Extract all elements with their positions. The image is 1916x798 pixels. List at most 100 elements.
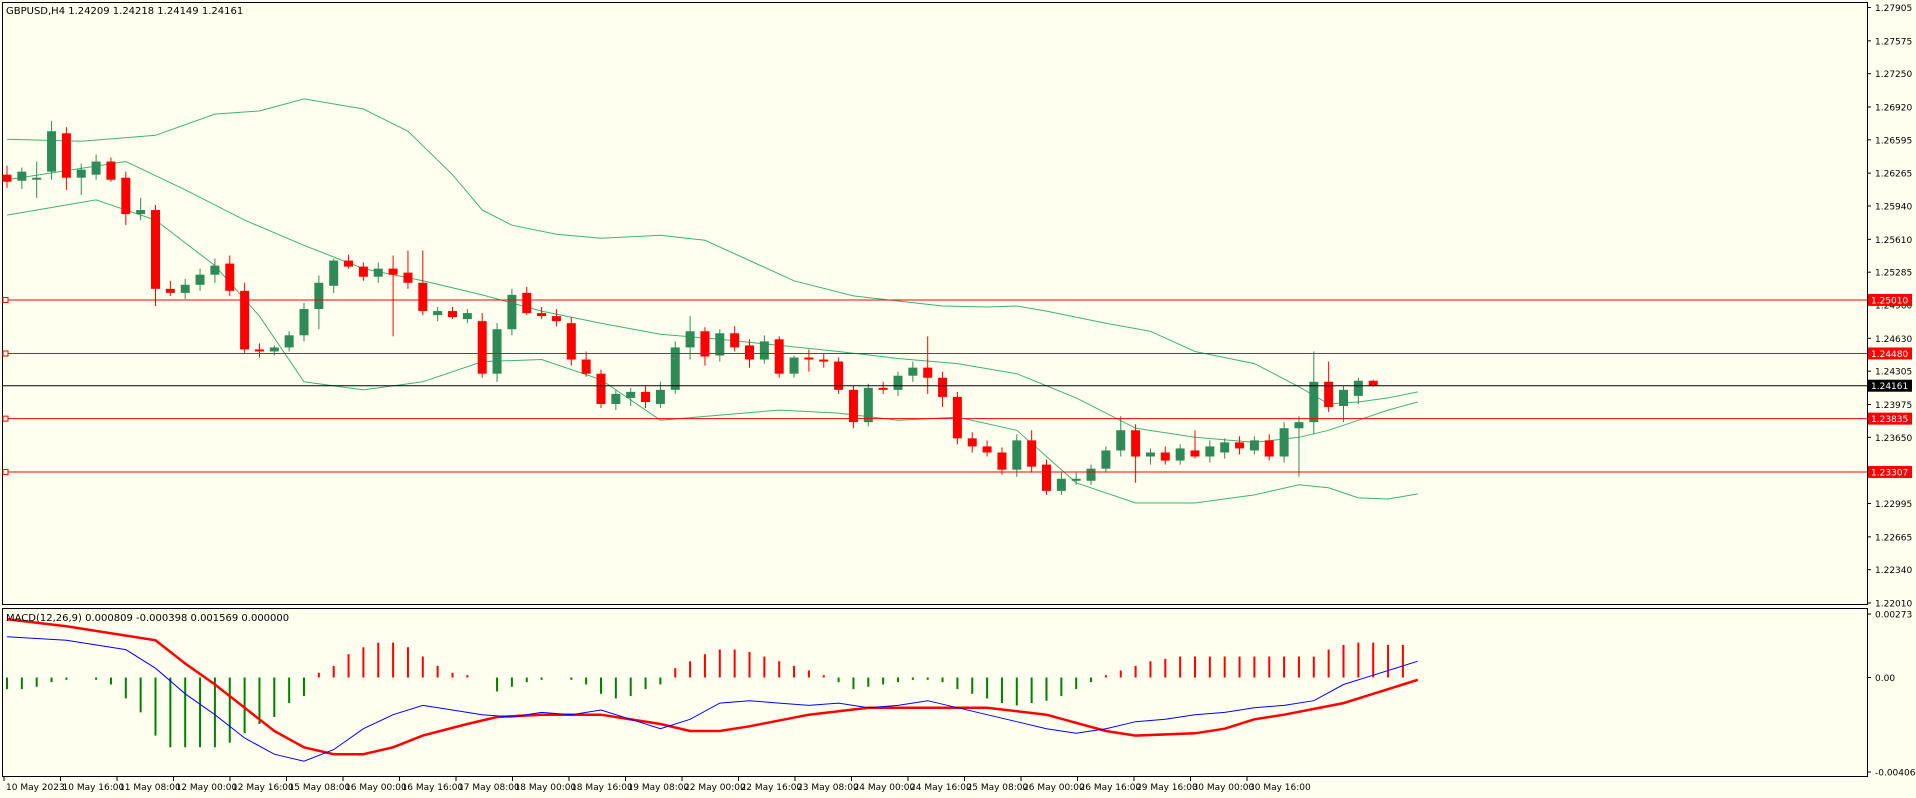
candle <box>893 371 903 396</box>
candle-body <box>1324 381 1334 408</box>
horizontal-line-handle <box>2 350 9 357</box>
candle <box>47 121 57 180</box>
candle <box>17 167 27 189</box>
axes: 1.27905 1.27575 1.27250 1.26920 1.26595 1.262… <box>3 4 1916 793</box>
candle <box>1086 464 1096 485</box>
candle-body <box>344 260 354 267</box>
candle <box>151 204 160 307</box>
candle <box>91 154 101 180</box>
candle <box>1235 436 1245 455</box>
candle-body <box>730 333 740 348</box>
candle <box>76 163 86 195</box>
macd-plot <box>6 618 1419 762</box>
time-tick-label: 30 May 00:00 <box>1193 783 1255 793</box>
candle-body <box>180 284 190 293</box>
bollinger-upper-line <box>6 98 1418 405</box>
bollinger-middle-line <box>6 160 1418 443</box>
candle-body <box>566 323 576 360</box>
candle-body <box>878 387 888 390</box>
candle <box>878 381 888 394</box>
candle-body <box>745 345 754 360</box>
candle-body <box>1175 448 1185 461</box>
candle-body <box>863 387 873 423</box>
candle <box>834 357 844 394</box>
candle <box>388 255 398 337</box>
candle <box>32 161 42 198</box>
candle-body <box>522 292 532 314</box>
candle-body <box>269 347 279 352</box>
candle-body <box>1056 478 1066 491</box>
candle-body <box>596 373 606 404</box>
candle-body <box>641 391 651 402</box>
level-price-label: 1.24480 <box>1871 350 1908 360</box>
candle <box>1220 438 1230 459</box>
level-price-tag <box>1868 465 1912 478</box>
candle-body <box>655 389 665 404</box>
candle-body <box>1264 440 1274 457</box>
candle <box>1264 434 1274 461</box>
candle-body <box>1116 430 1126 451</box>
price-tick-label: 1.26920 <box>1875 103 1912 113</box>
candle-body <box>1309 381 1319 423</box>
candle-body <box>1190 450 1200 457</box>
candle <box>1101 446 1111 473</box>
candle-body <box>136 210 146 215</box>
price-tick-label: 1.25610 <box>1875 236 1912 246</box>
time-tick-label: 16 May 16:00 <box>402 783 464 793</box>
candle <box>1190 430 1200 459</box>
candle-body <box>462 313 472 320</box>
candle-body <box>329 260 339 286</box>
candle <box>180 278 190 299</box>
macd-tick-label: 0.00273 <box>1875 611 1912 621</box>
candle <box>641 385 651 409</box>
candle-body <box>299 309 309 336</box>
candle <box>952 391 962 445</box>
candle <box>254 343 264 358</box>
candle <box>477 313 487 378</box>
candle-body <box>1086 468 1096 481</box>
level-price-label: 1.23307 <box>1871 468 1908 478</box>
candle <box>967 432 977 453</box>
candle-body <box>1235 442 1245 449</box>
candle <box>700 327 710 366</box>
time-tick-label: 11 May 08:00 <box>119 783 181 793</box>
candle-body <box>1353 380 1363 396</box>
candle <box>789 355 799 378</box>
candle-body <box>967 438 977 447</box>
candle-body <box>373 268 383 277</box>
candle <box>759 335 769 364</box>
candle <box>923 336 933 394</box>
candle <box>2 165 12 188</box>
macd-signal-line <box>6 618 1419 756</box>
time-tick-label: 23 May 08:00 <box>797 783 859 793</box>
candle <box>418 250 428 316</box>
level-price-label: 1.25010 <box>1871 296 1908 306</box>
candle-body <box>774 339 784 374</box>
time-tick-label: 10 May 16:00 <box>63 783 125 793</box>
candle-body <box>537 313 547 317</box>
candle-body <box>1279 428 1289 457</box>
candle <box>1116 416 1126 457</box>
candle-body <box>1027 440 1037 467</box>
candle-body <box>1249 440 1259 451</box>
candle <box>1056 472 1066 495</box>
time-tick-label: 17 May 08:00 <box>458 783 520 793</box>
price-tick-label: 1.22340 <box>1875 566 1912 576</box>
price-tick-label: 1.22995 <box>1875 500 1912 510</box>
price-tick-label: 1.23975 <box>1875 401 1912 411</box>
price-plot <box>2 98 1867 504</box>
candle <box>1012 434 1022 477</box>
time-tick-label: 22 May 16:00 <box>741 783 803 793</box>
price-tick-label: 1.26265 <box>1875 170 1912 180</box>
macd-main-line <box>6 636 1418 762</box>
candle <box>670 341 680 394</box>
candle-body <box>997 452 1007 470</box>
candle-body <box>715 333 725 356</box>
candle <box>908 361 918 382</box>
time-tick-label: 19 May 08:00 <box>628 783 690 793</box>
candle <box>848 385 858 429</box>
time-tick-label: 29 May 16:00 <box>1136 783 1198 793</box>
candle <box>1309 351 1319 435</box>
candle <box>1071 472 1081 485</box>
